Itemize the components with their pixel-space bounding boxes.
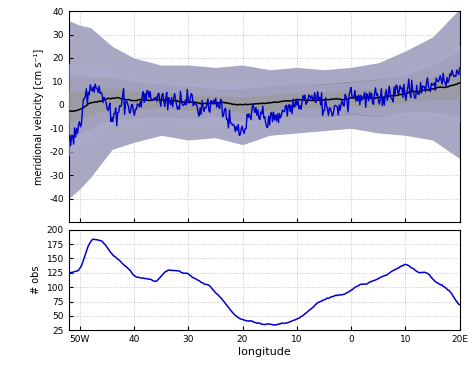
Y-axis label: # obs: # obs — [31, 266, 41, 294]
Y-axis label: meridional velocity [cm s⁻¹]: meridional velocity [cm s⁻¹] — [34, 49, 44, 185]
X-axis label: longitude: longitude — [238, 347, 291, 357]
